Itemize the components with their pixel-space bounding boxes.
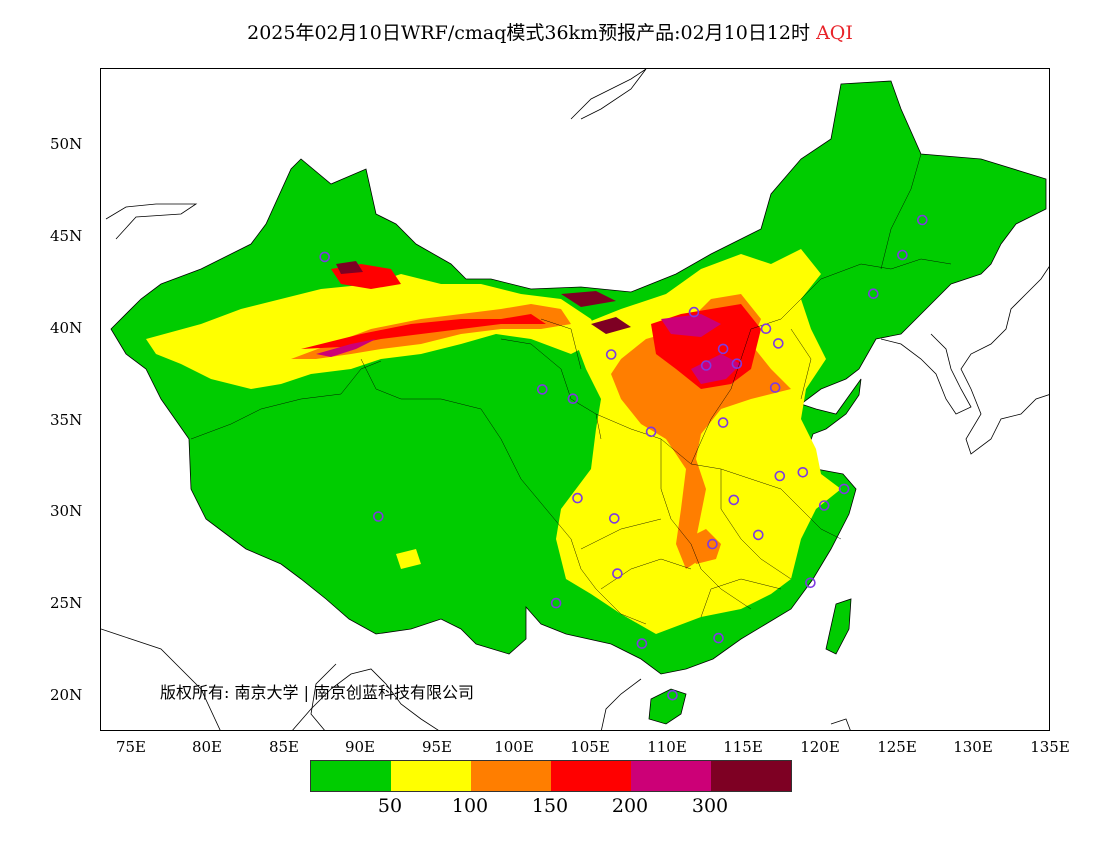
taiwan-island (825, 598, 852, 655)
lon-label: 95E (421, 738, 453, 756)
lon-label: 105E (570, 738, 610, 756)
legend-swatch-sensitive (471, 761, 551, 791)
city-station-marker (752, 529, 764, 541)
lat-label: 20N (50, 686, 83, 704)
very-unhealthy-region (316, 339, 376, 357)
china-region (110, 80, 1047, 675)
lon-label: 100E (494, 738, 534, 756)
city-station-marker (645, 426, 657, 438)
very-unhealthy-region-3 (661, 314, 721, 337)
hazardous-region-3 (336, 261, 363, 274)
city-station-marker (867, 288, 879, 299)
city-station-marker (550, 597, 562, 609)
city-station-marker (608, 513, 620, 524)
map-title: 2025年02月10日WRF/cmaq模式36km预报产品:02月10日12时 … (0, 18, 1100, 45)
station-markers (319, 214, 928, 701)
city-station-marker (728, 494, 740, 506)
city-station-marker (897, 249, 908, 261)
aqi-legend-bar (310, 760, 792, 792)
unhealthy-region-west (301, 314, 546, 349)
kazakh-coast (105, 203, 198, 240)
bay-coast (292, 668, 439, 730)
title-main: 2025年02月10日WRF/cmaq模式36km预报产品:02月10日12时 (247, 22, 811, 44)
city-station-marker (707, 538, 718, 550)
province-boundaries (190, 153, 952, 625)
city-station-marker (605, 349, 617, 360)
legend-tick: 100 (451, 795, 489, 817)
lat-label: 25N (50, 594, 83, 612)
sensitive-region-south (686, 529, 721, 564)
lon-label: 75E (115, 738, 147, 756)
city-station-marker (536, 384, 548, 395)
city-station-marker (612, 568, 623, 579)
lon-label: 110E (647, 738, 687, 756)
city-station-marker (717, 417, 729, 428)
lat-label: 40N (50, 319, 83, 337)
city-station-marker (372, 511, 384, 522)
city-station-marker (769, 382, 781, 393)
moderate-region-xizang (396, 549, 421, 569)
legend-swatch-unhealthy (551, 761, 631, 791)
india-coast (101, 628, 221, 730)
korea-coast (880, 333, 972, 415)
aqi-map (101, 69, 1049, 730)
city-station-marker (731, 358, 743, 370)
very-unhealthy-region-2 (691, 354, 741, 384)
city-station-marker (567, 393, 579, 405)
city-station-marker (805, 577, 816, 589)
city-station-marker (688, 306, 700, 318)
legend-swatch-hazardous (711, 761, 791, 791)
city-station-marker (713, 632, 724, 644)
lat-label: 45N (50, 227, 83, 245)
lon-label: 115E (723, 738, 763, 756)
legend-tick: 150 (531, 795, 569, 817)
philippines-coast (830, 718, 851, 730)
hazardous-region-2 (591, 317, 631, 334)
city-station-marker (700, 360, 712, 371)
legend-tick: 300 (691, 795, 729, 817)
myanmar-coast (310, 663, 337, 730)
city-station-marker (838, 483, 850, 495)
russia-coast (570, 69, 647, 120)
lat-label: 30N (50, 502, 83, 520)
city-station-marker (717, 343, 729, 355)
legend-swatch-good (311, 761, 391, 791)
city-station-marker (636, 638, 648, 649)
city-station-marker (772, 338, 784, 349)
map-frame (100, 68, 1050, 731)
city-station-marker (572, 492, 583, 504)
title-variable: AQI (816, 22, 853, 44)
city-station-marker (797, 466, 809, 478)
city-station-marker (667, 689, 678, 701)
legend-tick: 50 (377, 795, 403, 817)
lon-label: 120E (800, 738, 840, 756)
city-station-marker (774, 470, 786, 482)
city-station-marker (319, 251, 330, 263)
lon-label: 135E (1030, 738, 1070, 756)
lon-label: 125E (877, 738, 917, 756)
legend-tick: 200 (611, 795, 649, 817)
lon-label: 80E (191, 738, 223, 756)
lon-label: 85E (268, 738, 300, 756)
city-station-marker (760, 323, 772, 335)
hazardous-region-1 (561, 291, 616, 307)
lon-label: 130E (953, 738, 993, 756)
lat-label: 50N (50, 135, 83, 153)
vietnam-coast (601, 678, 642, 730)
japan-coast (960, 266, 1049, 455)
city-station-marker (916, 214, 928, 226)
legend-swatch-moderate (391, 761, 471, 791)
lat-label: 35N (50, 411, 83, 429)
city-station-marker (818, 500, 830, 511)
lon-label: 90E (344, 738, 376, 756)
copyright-notice: 版权所有: 南京大学 | 南京创蓝科技有限公司 (160, 683, 475, 702)
legend-swatch-very-unhealthy (631, 761, 711, 791)
